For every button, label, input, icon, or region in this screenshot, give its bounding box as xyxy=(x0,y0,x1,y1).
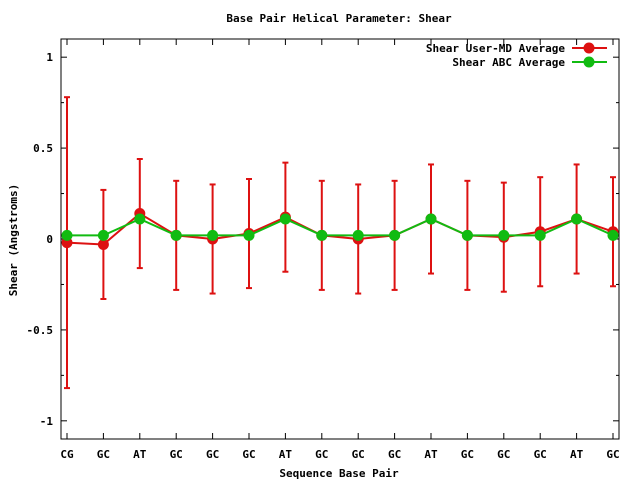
series-line xyxy=(66,212,614,246)
x-tick-label: GC xyxy=(497,448,510,461)
x-tick-label: GC xyxy=(352,448,365,461)
data-point xyxy=(316,229,328,241)
x-axis-label: Sequence Base Pair xyxy=(279,467,399,480)
data-point xyxy=(389,229,401,241)
y-tick-label: 0.5 xyxy=(33,142,53,155)
data-point xyxy=(134,213,146,225)
data-point xyxy=(97,229,109,241)
series-layer xyxy=(61,96,619,390)
data-point xyxy=(243,229,255,241)
plot-frame xyxy=(60,38,620,440)
x-tick-label: GC xyxy=(97,448,110,461)
data-point xyxy=(571,213,583,225)
data-point xyxy=(534,229,546,241)
x-tick-label: AT xyxy=(424,448,438,461)
x-tick-label: GC xyxy=(206,448,219,461)
x-tick-label: AT xyxy=(570,448,584,461)
x-tick-label: CG xyxy=(60,448,74,461)
legend-label: Shear User-MD Average xyxy=(426,42,565,55)
series-line xyxy=(67,217,614,237)
ticks-layer: -1 -0.5 0 0.5 1 CG GC AT GC GC GC AT GC GC GC AT GC GC GC A… xyxy=(27,39,620,461)
chart-title: Base Pair Helical Parameter: Shear xyxy=(226,12,452,25)
x-tick-label: GC xyxy=(461,448,474,461)
series-1 xyxy=(61,96,619,390)
data-point xyxy=(352,229,364,241)
x-tick-label: AT xyxy=(279,448,293,461)
x-tick-label: GC xyxy=(170,448,183,461)
y-axis-label: Shear (Angstroms) xyxy=(7,184,20,297)
x-tick-label: AT xyxy=(133,448,147,461)
data-point xyxy=(207,229,219,241)
y-tick-label: 1 xyxy=(46,51,53,64)
data-point xyxy=(607,229,619,241)
data-point xyxy=(170,229,182,241)
data-point xyxy=(97,238,109,250)
y-tick-label: 0 xyxy=(46,233,53,246)
x-tick-label: GC xyxy=(534,448,547,461)
y-tick-label: -1 xyxy=(40,415,54,428)
x-tick-label: GC xyxy=(242,448,255,461)
data-point xyxy=(61,229,73,241)
legend-label: Shear ABC Average xyxy=(452,56,565,69)
legend-marker xyxy=(583,56,595,68)
x-tick-label: GC xyxy=(315,448,328,461)
x-tick-label: GC xyxy=(388,448,401,461)
data-point xyxy=(461,229,473,241)
y-tick-label: -0.5 xyxy=(27,324,54,337)
data-point xyxy=(279,213,291,225)
data-point xyxy=(425,213,437,225)
series-2 xyxy=(61,213,619,241)
data-point xyxy=(498,229,510,241)
x-tick-label: GC xyxy=(606,448,619,461)
legend-marker xyxy=(583,42,595,54)
